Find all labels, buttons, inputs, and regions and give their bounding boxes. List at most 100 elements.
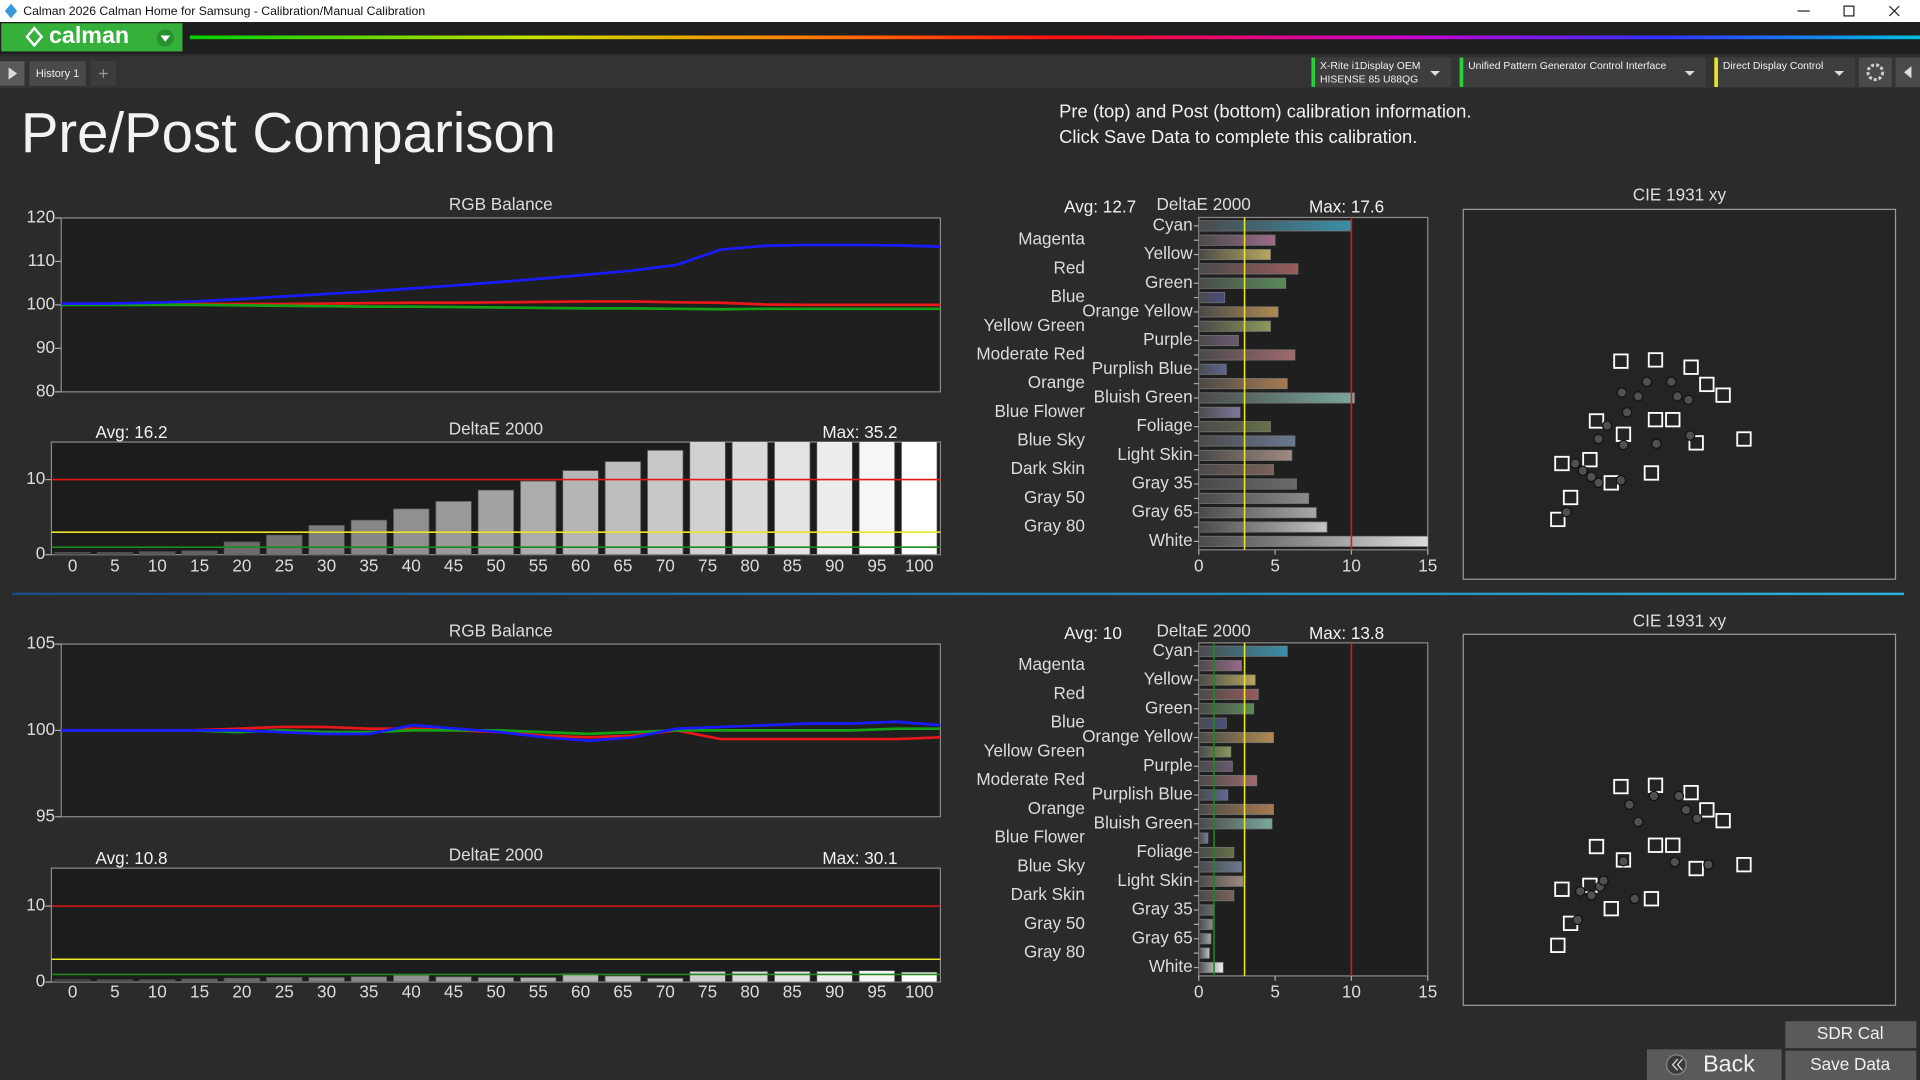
patch-label: Cyan: [1153, 214, 1193, 234]
x-tick-label: 30: [317, 555, 336, 575]
x-tick-label: 10: [148, 982, 167, 1002]
dropdown-arrow: [160, 35, 171, 42]
settings-button[interactable]: [1858, 57, 1892, 87]
play-icon: [8, 67, 18, 80]
patch-label: Yellow Green: [984, 315, 1085, 335]
x-tick-label: 80: [740, 982, 759, 1002]
save-data-button[interactable]: [1785, 1050, 1917, 1080]
measured-point: [1615, 475, 1627, 486]
x-tick-label: 100: [905, 555, 934, 575]
patch-label: Foliage: [1136, 841, 1192, 861]
x-tick-label: 5: [110, 982, 120, 1002]
patch-bar: [1198, 904, 1215, 916]
x-tick-label: 0: [1194, 982, 1204, 1002]
patch-bar: [1198, 933, 1212, 945]
deltae-bar: [54, 552, 91, 555]
measured-point: [1618, 439, 1629, 451]
patch-bar: [1198, 947, 1210, 959]
chart-title: RGB Balance: [449, 620, 553, 640]
patch-bar: [1198, 717, 1227, 729]
logo-button[interactable]: [1, 23, 183, 52]
patch-bar: [1198, 521, 1328, 533]
deltae-bar: [266, 977, 303, 983]
patch-label: Gray 50: [1024, 913, 1085, 933]
chart-title: DeltaE 2000: [1157, 620, 1251, 640]
device-selector[interactable]: [1459, 57, 1706, 87]
device-selector[interactable]: [1311, 57, 1452, 87]
deltae-bar: [435, 501, 472, 555]
patch-label: Blue: [1051, 712, 1085, 732]
x-tick-label: 50: [486, 982, 505, 1002]
x-tick-label: 35: [359, 982, 378, 1002]
patch-label: Moderate Red: [976, 343, 1085, 363]
x-tick-label: 90: [825, 555, 844, 575]
patch-bar: [1198, 306, 1279, 318]
patch-label: White: [1149, 530, 1193, 550]
measured-point: [1624, 799, 1635, 810]
patch-bar: [1198, 660, 1242, 672]
deltae-bar: [689, 442, 726, 555]
add-icon: [99, 69, 108, 78]
target-marker: [1647, 352, 1664, 368]
deltae-bar: [901, 442, 938, 555]
deltae-bar: [604, 975, 642, 983]
target-marker: [1736, 857, 1752, 873]
x-tick-label: 75: [698, 555, 717, 575]
y-tick-label: 10: [26, 895, 45, 915]
x-tick-label: 5: [1270, 555, 1280, 575]
page-title: Pre/Post Comparison: [21, 101, 556, 164]
deltae-bar: [858, 442, 896, 555]
x-tick-label: 5: [110, 555, 120, 575]
maximize-button[interactable]: [1843, 5, 1855, 17]
measured-point: [1593, 477, 1604, 489]
target-marker: [1736, 431, 1752, 447]
patch-bar: [1198, 349, 1296, 361]
patch-label: Orange: [1028, 798, 1085, 818]
close-button[interactable]: [1888, 5, 1900, 17]
history-tab[interactable]: [29, 61, 86, 86]
deltae-bar: [689, 971, 726, 983]
target-marker: [1688, 435, 1704, 451]
patch-label: Green: [1145, 272, 1193, 292]
target-marker: [1588, 838, 1605, 855]
patch-bar: [1198, 818, 1273, 830]
x-tick-label: 15: [1418, 982, 1437, 1002]
measured-point: [1572, 914, 1583, 926]
chart-title: DeltaE 2000: [449, 844, 543, 864]
back-icon: [1665, 1054, 1687, 1076]
rgb-line: [61, 720, 941, 743]
patch-bar: [1198, 775, 1258, 787]
chart-title: CIE 1931 xy: [1633, 184, 1727, 204]
target-marker: [1715, 813, 1731, 829]
measured-point: [1648, 790, 1660, 802]
max-label: Max: 35.2: [822, 422, 897, 442]
measured-point: [1586, 890, 1597, 901]
patch-bar: [1198, 378, 1288, 390]
patch-bar: [1198, 760, 1233, 772]
measured-point: [1593, 433, 1604, 445]
patch-label: Magenta: [1018, 229, 1085, 249]
dropdown-arrow: [1430, 71, 1440, 76]
patch-label: Purplish Blue: [1092, 358, 1193, 378]
patch-label: Red: [1053, 257, 1084, 277]
measured-point: [1569, 458, 1581, 469]
deltae-bar: [647, 449, 684, 555]
deltae-bar: [520, 480, 557, 555]
patch-bar: [1198, 890, 1235, 902]
x-tick-label: 15: [1418, 555, 1437, 575]
max-label: Max: 30.1: [822, 848, 897, 868]
patch-bar: [1198, 731, 1274, 744]
patch-label: Light Skin: [1117, 870, 1192, 890]
plot-area: [50, 867, 942, 983]
sdr-cal-button[interactable]: [1785, 1021, 1917, 1049]
patch-label: Bluish Green: [1094, 812, 1193, 832]
logo-text: calman: [49, 22, 129, 48]
patch-bar: [1198, 464, 1274, 476]
deltae-bar: [139, 979, 176, 983]
patch-label: Red: [1053, 683, 1084, 703]
device-selector[interactable]: [1714, 57, 1856, 87]
measured-point: [1616, 387, 1628, 398]
patch-bar: [1198, 478, 1297, 490]
